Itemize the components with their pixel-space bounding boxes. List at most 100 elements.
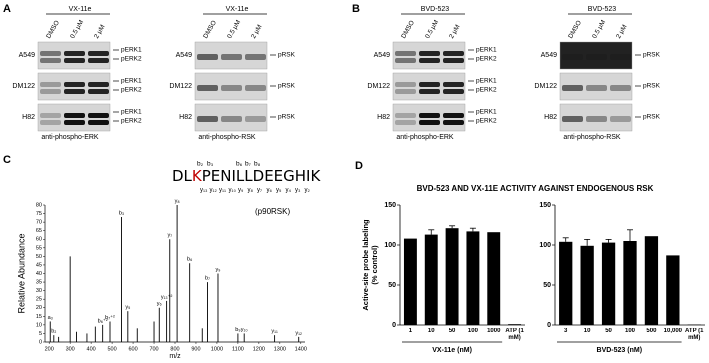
peak-label: b₃: [119, 210, 124, 216]
lane-label: DMSO: [567, 19, 583, 39]
band: [40, 113, 61, 118]
band: [64, 51, 85, 56]
blot-caption: anti-phospho-ERK: [396, 134, 454, 141]
peptide-part: PENILLDEEGHIK: [202, 167, 322, 185]
band: [197, 85, 218, 91]
cell-line-label: A549: [541, 52, 557, 59]
cell-line-label: DM122: [534, 83, 557, 90]
x-tick-label: 300: [66, 346, 75, 352]
x-tick-label-text: 1000: [487, 328, 501, 334]
bar: [623, 241, 637, 325]
x-tick-label-text: 10: [583, 328, 591, 334]
x-tick-label-text: ATP (1 mM): [505, 328, 524, 341]
band: [586, 116, 607, 122]
y-tick-label: 50: [388, 282, 396, 289]
peak-label: y₁₁: [271, 329, 278, 335]
y-tick-label: 65: [36, 228, 42, 234]
band: [40, 120, 61, 125]
peak-label: b₆⁺²: [98, 317, 108, 324]
band: [610, 116, 631, 122]
band: [64, 89, 85, 94]
panel-label: D: [355, 160, 363, 172]
band-label: pRSK: [643, 114, 661, 121]
x-tick-label: 1200: [253, 346, 265, 352]
x-tick-label: 400: [87, 346, 96, 352]
peak-label: b₉: [235, 327, 240, 333]
y-tick-label: 15: [36, 314, 42, 320]
band: [40, 82, 61, 87]
band: [221, 116, 242, 122]
cell-line-label: H82: [544, 114, 557, 121]
peak-label: b₇⁺²: [105, 314, 115, 321]
cell-line-label: H82: [179, 114, 192, 121]
peak-label: y₁₀: [241, 327, 248, 333]
y-tick-label: 30: [36, 288, 42, 294]
x-tick-label-text: 10,000: [663, 328, 683, 334]
band: [610, 85, 631, 91]
x-tick-label-text: 50: [605, 328, 612, 334]
y-tick-label: 20: [36, 305, 42, 311]
cell-line-label: A549: [19, 52, 35, 59]
b-ion: b₇: [245, 161, 251, 168]
lane-label: 0.5 μM: [226, 19, 242, 40]
band: [562, 54, 583, 60]
peptide: DLKPENILLDEEGHIK: [172, 167, 321, 185]
band-label: pERK1: [476, 78, 497, 85]
blot-caption: anti-phospho-ERK: [41, 134, 99, 141]
lane-label: 2 μM: [93, 24, 106, 40]
bar: [445, 228, 459, 325]
x-tick-label: 10: [428, 328, 435, 334]
y-tick-label: 40: [36, 271, 42, 277]
band: [64, 58, 85, 63]
blot-header: BVD-523: [421, 6, 450, 13]
peak-label: y₈: [175, 198, 180, 204]
b-ion: b₈: [254, 161, 261, 168]
band: [221, 85, 242, 91]
blot-header: BVD-523: [588, 6, 617, 13]
band: [64, 113, 85, 118]
lane-label: 0.5 μM: [69, 19, 85, 40]
bar: [644, 236, 659, 325]
peptide-part: K: [192, 167, 203, 185]
band-label: pERK2: [476, 87, 497, 94]
peak-label: y₅: [125, 305, 130, 311]
x-tick-label: 900: [191, 346, 200, 352]
y-tick-label: 0: [547, 322, 551, 329]
y-ion: y₁₃: [200, 188, 208, 194]
lane-label: DMSO: [202, 19, 218, 39]
peak-label: y₆: [157, 301, 162, 307]
x-tick-label: 50: [449, 328, 456, 334]
lane-label: 0.5 μM: [424, 19, 440, 40]
band-label: pERK2: [121, 87, 142, 94]
band: [88, 113, 109, 118]
band: [443, 120, 464, 125]
y-tick-label: 5: [39, 331, 42, 337]
y-ion: y₈: [248, 188, 254, 194]
band-label: pERK2: [121, 56, 142, 63]
band: [443, 89, 464, 94]
x-axis-label: BVD-523 (nM): [597, 347, 643, 354]
peak-label: y₁₂: [295, 330, 302, 336]
band: [443, 82, 464, 87]
band: [562, 116, 583, 122]
y-tick-label: 10: [36, 322, 42, 328]
lane-label: 2 μM: [448, 24, 461, 40]
y-tick-label: 25: [36, 297, 42, 303]
cell-line-label: DM122: [367, 83, 390, 90]
y-ion: y₃: [295, 188, 301, 194]
bar: [580, 245, 594, 325]
x-tick-label: 1300: [274, 346, 286, 352]
peak-label: a₃: [48, 315, 53, 321]
band-label: pERK2: [476, 56, 497, 63]
bar: [601, 242, 616, 325]
peak-label: y₁₃⁺²: [161, 293, 173, 300]
x-tick-label: 3: [564, 328, 567, 334]
blot-strip: [559, 41, 633, 70]
y-ion: y₉: [238, 188, 244, 194]
band: [419, 89, 440, 94]
band: [419, 58, 440, 63]
band: [221, 54, 242, 60]
cell-line-label: DM122: [169, 83, 192, 90]
lane-label: 0.5 μM: [591, 19, 607, 40]
y-ion: y₁₂: [210, 188, 218, 194]
